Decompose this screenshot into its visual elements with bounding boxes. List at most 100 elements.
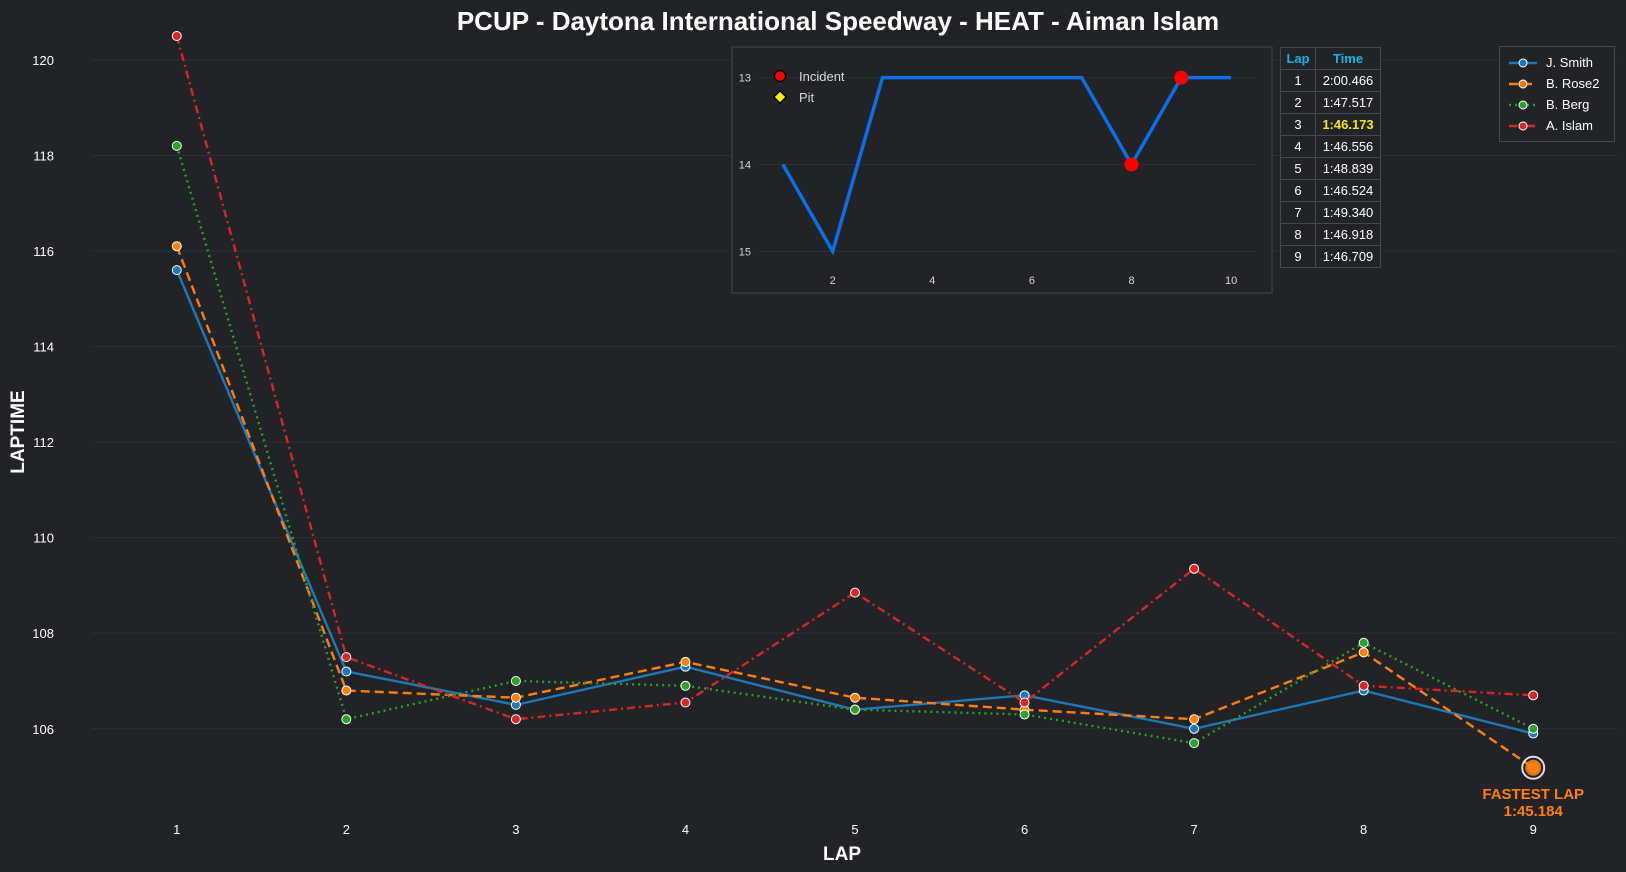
data-point-b-berg — [1358, 637, 1369, 648]
x-tick-label: 8 — [1360, 822, 1367, 837]
x-tick-label: 4 — [682, 822, 689, 837]
x-tick-label: 5 — [851, 822, 858, 837]
data-point-a-islam — [1019, 697, 1030, 708]
data-point-b-berg — [510, 676, 521, 686]
lap-number-cell: 8 — [1280, 223, 1316, 246]
lap-table-row: 1 2:00.466 — [1280, 69, 1381, 92]
lap-number-cell: 5 — [1280, 157, 1316, 180]
data-point-a-islam — [1358, 680, 1369, 691]
legend-item-a-islam: A. Islam — [1500, 115, 1614, 136]
lap-number-cell: 6 — [1280, 179, 1316, 202]
y-tick-label: 110 — [33, 531, 54, 546]
y-tick-label: 118 — [33, 148, 54, 163]
y-tick-label: 108 — [32, 626, 54, 641]
y-tick-label: 112 — [33, 435, 54, 450]
lap-time-cell: 1:46.524 — [1315, 179, 1381, 202]
x-tick-label: 9 — [1530, 822, 1537, 837]
data-point-b-berg — [850, 704, 860, 715]
lap-number-cell: 1 — [1280, 69, 1316, 92]
x-tick-label: 7 — [1190, 822, 1197, 837]
legend-label: B. Berg — [1546, 97, 1590, 112]
data-point-b-berg — [680, 680, 691, 691]
series-legend: J. Smith B. Rose2 B. Berg A. Islam — [1499, 46, 1615, 142]
data-point-b-berg — [1189, 738, 1200, 749]
inset-y-tick-label: 15 — [739, 246, 751, 258]
lap-number-cell: 3 — [1280, 113, 1316, 136]
lap-table-row: 7 1:49.340 — [1280, 201, 1381, 224]
lap-table-row: 2 1:47.517 — [1280, 91, 1381, 114]
lap-time-cell: 1:46.918 — [1315, 223, 1381, 246]
legend-label: A. Islam — [1546, 118, 1593, 133]
data-point-a-islam — [680, 697, 691, 708]
lap-table-row: 6 1:46.524 — [1280, 179, 1381, 202]
series-line-a-islam — [175, 35, 1534, 721]
inset-y-tick-label: 13 — [739, 73, 751, 85]
data-point-b-berg — [171, 140, 182, 151]
lap-number-cell: 9 — [1280, 245, 1316, 268]
y-tick-label: 120 — [32, 53, 54, 68]
legend-swatch — [1509, 100, 1537, 109]
incident-inset: 13 14 15 2 4 6 8 10 Incident Pit — [731, 46, 1273, 294]
lap-table-row: 9 1:46.709 — [1280, 245, 1381, 268]
data-point-a-islam — [1189, 563, 1200, 574]
chart-title: PCUP - Daytona International Speedway - … — [457, 6, 1219, 36]
x-axis-label: LAP — [823, 844, 861, 865]
lap-time-cell: 1:46.173 — [1315, 113, 1381, 136]
x-tick-label: 2 — [343, 822, 350, 837]
x-tick-label: 3 — [512, 822, 519, 837]
x-tick-label: 1 — [173, 822, 180, 837]
incident-marker — [1174, 70, 1189, 85]
inset-legend-incident-marker — [773, 69, 787, 83]
legend-item-j-smith: J. Smith — [1500, 52, 1614, 73]
x-tick-label: 6 — [1021, 822, 1028, 837]
lap-table-row: 3 1:46.173 — [1280, 113, 1381, 136]
legend-swatch — [1509, 121, 1537, 130]
lap-time-cell: 1:49.340 — [1315, 201, 1381, 224]
lap-table-row: 8 1:46.918 — [1280, 223, 1381, 246]
lap-column-header: Lap — [1280, 47, 1316, 70]
series-line-b-berg — [175, 145, 1534, 745]
data-point-j-smith — [171, 265, 182, 276]
lap-table-row: 4 1:46.556 — [1280, 135, 1381, 158]
y-axis-label: LAPTIME — [8, 390, 29, 473]
lap-time-cell: 1:47.517 — [1315, 91, 1381, 114]
inset-x-tick-label: 8 — [1128, 275, 1134, 287]
incident-marker — [1124, 157, 1139, 172]
data-point-b-berg — [1528, 723, 1539, 734]
series-line-j-smith — [175, 269, 1534, 735]
lap-number-cell: 4 — [1280, 135, 1316, 158]
y-tick-label: 114 — [33, 340, 54, 355]
fastest-lap-ring — [1521, 755, 1546, 780]
fastest-lap-marker — [1525, 759, 1542, 776]
fastest-lap-time: 1:45.184 — [1504, 803, 1564, 820]
series-line-b-rose2 — [175, 245, 1534, 769]
legend-label: J. Smith — [1546, 55, 1593, 70]
inset-y-tick-label: 14 — [739, 160, 751, 172]
data-point-b-berg — [341, 714, 352, 725]
lap-table-row: 5 1:48.839 — [1280, 157, 1381, 180]
inset-x-tick-label: 6 — [1029, 275, 1035, 287]
data-point-b-rose2 — [1358, 647, 1369, 658]
data-point-a-islam — [1528, 690, 1539, 701]
data-point-b-rose2 — [510, 692, 521, 703]
inset-x-tick-label: 2 — [830, 275, 836, 287]
legend-swatch — [1509, 79, 1537, 88]
legend-item-b-rose2: B. Rose2 — [1500, 73, 1614, 94]
data-point-a-islam — [171, 31, 182, 41]
lap-number-cell: 7 — [1280, 201, 1316, 224]
data-point-j-smith — [341, 666, 352, 677]
inset-legend-pit-label: Pit — [799, 90, 815, 105]
inset-x-tick-label: 10 — [1225, 275, 1237, 287]
inset-x-tick-label: 4 — [929, 275, 935, 287]
data-point-b-rose2 — [171, 241, 182, 252]
data-point-b-berg — [1019, 709, 1030, 720]
data-point-b-rose2 — [1189, 714, 1200, 725]
y-tick-label: 106 — [32, 722, 54, 737]
legend-label: B. Rose2 — [1546, 76, 1600, 91]
lap-time-cell: 1:46.709 — [1315, 245, 1381, 268]
time-column-header: Time — [1315, 47, 1381, 70]
fastest-lap-label: FASTEST LAP — [1482, 786, 1584, 803]
inset-legend-incident-label: Incident — [799, 69, 845, 84]
data-point-b-rose2 — [680, 656, 691, 667]
